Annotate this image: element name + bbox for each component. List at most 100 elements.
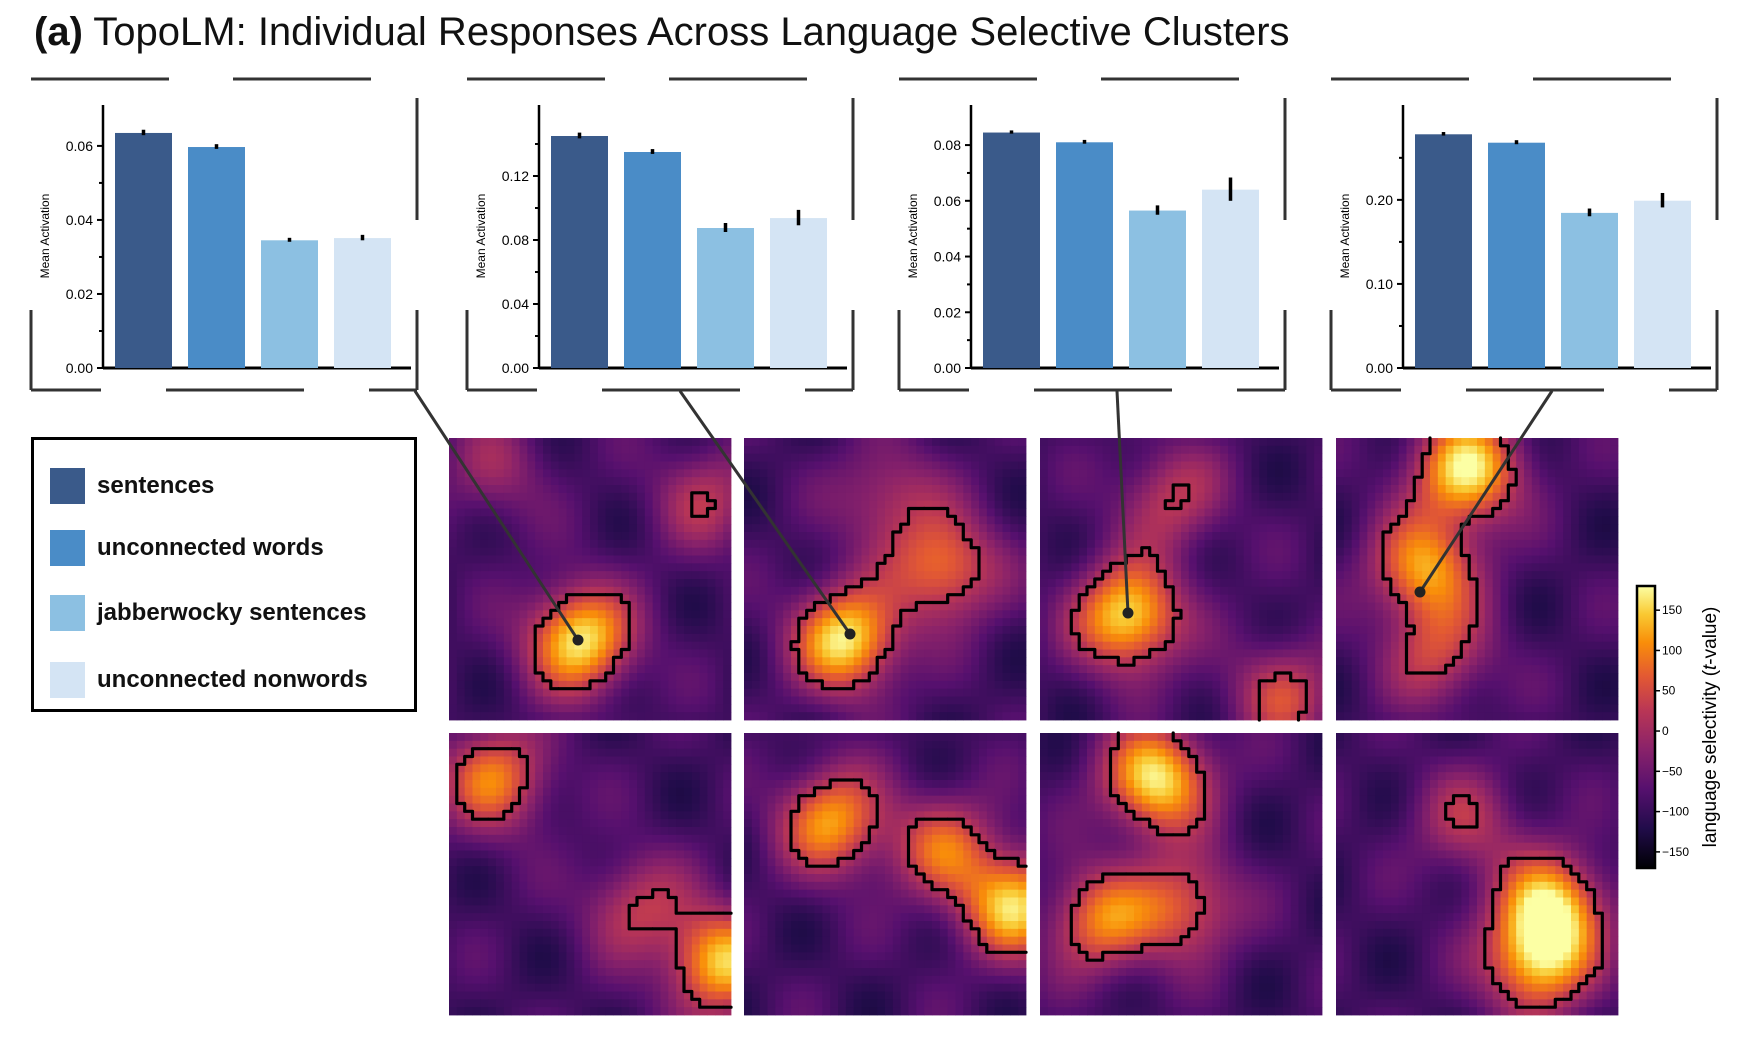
heatmap-cell <box>877 438 886 447</box>
heatmap-cell <box>550 633 560 643</box>
heatmap-cell <box>1243 618 1252 627</box>
heatmap-cell <box>986 712 996 721</box>
heatmap-cell <box>1018 633 1027 643</box>
heatmap-cell <box>597 673 607 682</box>
heatmap-cell <box>582 508 591 517</box>
heatmap-cell <box>751 649 761 658</box>
heatmap-cell <box>511 469 520 478</box>
heatmap-cell <box>1359 500 1368 509</box>
heatmap-cell <box>1275 665 1284 674</box>
heatmap-cell <box>668 649 677 658</box>
heatmap-cell <box>613 586 622 596</box>
heatmap-cell <box>707 665 716 674</box>
heatmap-cell <box>814 492 823 502</box>
heatmap-cell <box>1188 657 1198 666</box>
heatmap-cell <box>629 453 638 462</box>
heatmap-cell <box>535 657 544 666</box>
heatmap-cell <box>1002 586 1011 596</box>
heatmap-cell <box>582 696 591 705</box>
heatmap-cell <box>971 680 980 690</box>
heatmap-cell <box>1047 594 1057 603</box>
heatmap-cell <box>1383 516 1392 525</box>
heatmap-cell <box>1149 453 1158 462</box>
heatmap-cell <box>1010 555 1019 564</box>
heatmap-cell <box>1484 602 1494 611</box>
heatmap-cell <box>1531 469 1541 478</box>
heatmap-cell <box>853 555 862 564</box>
heatmap-cell <box>1406 602 1415 611</box>
heatmap-cell <box>1220 516 1229 525</box>
heatmap-cell <box>621 477 630 486</box>
heatmap-cell <box>791 524 800 533</box>
heatmap-cell <box>527 524 536 533</box>
heatmap-cell <box>472 438 481 447</box>
heatmap-cell <box>939 633 949 643</box>
heatmap-cell <box>806 618 815 627</box>
heatmap-cell <box>511 673 520 682</box>
heatmap-cell <box>830 485 839 494</box>
heatmap-cell <box>932 586 941 596</box>
heatmap-cell <box>1018 477 1027 486</box>
heatmap-cell <box>488 438 497 447</box>
heatmap-cell <box>1220 704 1229 713</box>
heatmap-cell <box>1188 704 1198 713</box>
heatmap-cell <box>1157 453 1166 462</box>
heatmap-cell <box>519 696 528 705</box>
heatmap-cell <box>1212 688 1221 697</box>
heatmap-cell <box>684 673 693 682</box>
heatmap-cell <box>963 688 972 697</box>
heatmap-cell <box>783 579 792 588</box>
heatmap-cell <box>924 673 933 682</box>
heatmap-cell <box>652 657 661 666</box>
heatmap-cell <box>1228 445 1237 455</box>
heatmap-cell <box>543 492 552 502</box>
heatmap-cell <box>1055 586 1064 596</box>
heatmap-cell <box>900 602 909 611</box>
heatmap-cell <box>1204 626 1213 635</box>
heatmap-cell <box>1149 563 1158 572</box>
heatmap-cell <box>1430 445 1439 455</box>
heatmap-cell <box>892 712 902 721</box>
heatmap-cell <box>979 579 988 588</box>
heatmap-cell <box>550 492 560 502</box>
heatmap-cell <box>1547 438 1556 447</box>
heatmap-cell <box>1524 477 1533 486</box>
heatmap-cell <box>892 500 902 509</box>
heatmap-cell <box>1492 610 1501 619</box>
heatmap-cell <box>456 626 466 635</box>
heatmap-cell <box>582 704 591 713</box>
heatmap-cell <box>838 649 847 658</box>
heatmap-cell <box>1414 555 1423 564</box>
heatmap-cell <box>1259 704 1268 713</box>
heatmap-cell <box>1149 610 1158 619</box>
heatmap-cell <box>1275 477 1284 486</box>
heatmap-cell <box>1314 438 1323 447</box>
heatmap-cell <box>1383 633 1392 643</box>
heatmap-cell <box>939 524 949 533</box>
heatmap-cell <box>676 547 685 556</box>
heatmap-cell <box>814 445 823 455</box>
heatmap-cell <box>932 469 941 478</box>
heatmap-cell <box>861 532 870 541</box>
heatmap-cell <box>637 665 646 674</box>
heatmap-cell <box>503 453 513 462</box>
heatmap-cell <box>1079 555 1088 564</box>
heatmap-cell <box>1010 571 1019 580</box>
heatmap-cell <box>574 657 583 666</box>
heatmap-cell <box>1547 641 1556 650</box>
heatmap-cell <box>684 579 693 588</box>
heatmap-cell <box>838 594 847 603</box>
heatmap-cell <box>1204 485 1213 494</box>
heatmap-cell <box>1149 532 1158 541</box>
heatmap-cell <box>1500 492 1509 502</box>
heatmap-cell <box>1243 485 1252 494</box>
heatmap-cell <box>590 477 599 486</box>
heatmap-cell <box>947 712 956 721</box>
heatmap-cell <box>574 649 583 658</box>
heatmap-cell <box>1079 610 1088 619</box>
heatmap-cell <box>1306 673 1315 682</box>
heatmap-cell <box>1196 508 1205 517</box>
heatmap-cell <box>751 539 761 549</box>
heatmap-cell <box>1010 641 1019 650</box>
